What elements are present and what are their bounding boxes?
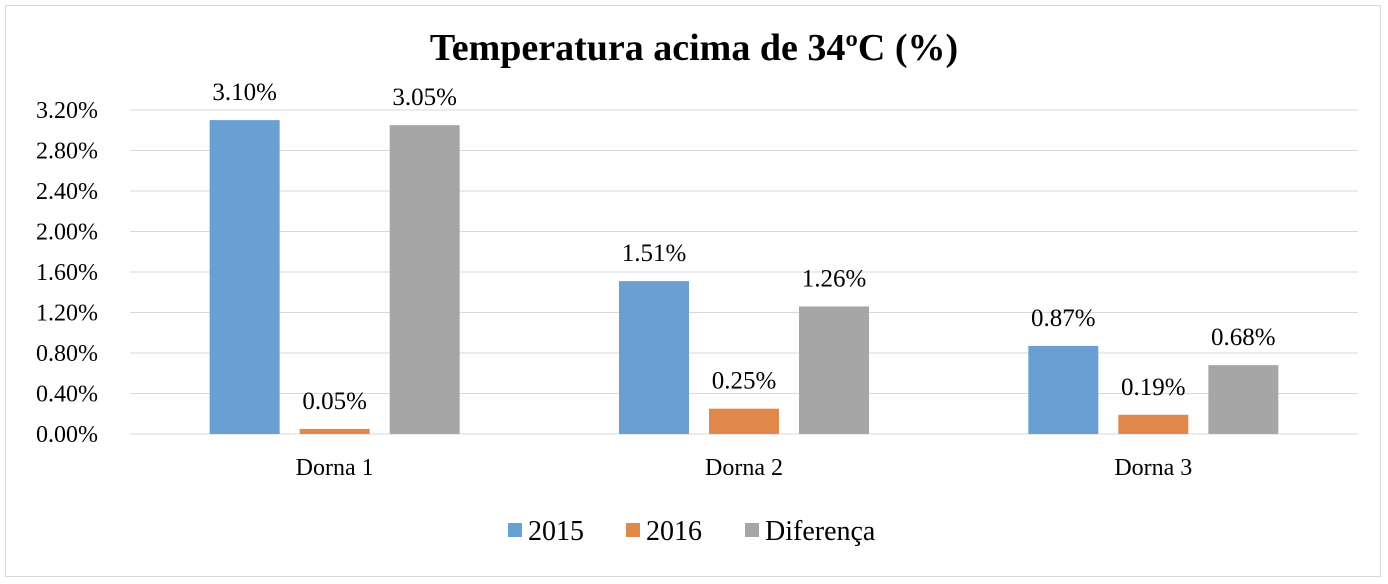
- legend-swatch: [745, 523, 759, 537]
- bar-2016-3: [1118, 414, 1189, 434]
- y-tick-label: 0.80%: [36, 341, 98, 367]
- data-label: 1.51%: [622, 240, 687, 267]
- data-label: 0.05%: [302, 388, 367, 415]
- legend: 2015 2016 Diferença: [508, 516, 876, 547]
- bar-diferen-a-3: [1208, 365, 1279, 434]
- x-axis-categories: Dorna 1 Dorna 2 Dorna 3: [296, 455, 1193, 481]
- bar-2015-3: [1028, 345, 1099, 434]
- legend-label: 2015: [528, 516, 584, 547]
- data-label: 0.87%: [1031, 305, 1096, 332]
- data-label: 0.19%: [1121, 374, 1186, 401]
- data-labels: 3.10% 0.05% 3.05% 1.51% 0.25% 1.26% 0.87% 0.19%…: [212, 79, 1275, 415]
- y-tick-label: 2.40%: [36, 179, 98, 205]
- bar-2015-1: [209, 120, 280, 434]
- bar-2016-2: [709, 408, 779, 434]
- y-tick-label: 0.40%: [36, 382, 98, 408]
- legend-label: Diferença: [765, 516, 876, 547]
- legend-label: 2016: [646, 516, 702, 547]
- y-tick-label: 1.20%: [36, 301, 98, 327]
- y-axis-ticks: 0.00% 0.40% 0.80% 1.20% 1.60% 2.00% 2.40% 2.80%…: [36, 98, 98, 448]
- y-tick-label: 3.20%: [36, 98, 98, 124]
- y-tick-label: 0.00%: [36, 422, 98, 448]
- legend-swatch: [626, 523, 640, 537]
- data-label: 3.10%: [212, 79, 277, 106]
- data-label: 0.25%: [712, 368, 777, 395]
- bar-2015-2: [619, 281, 689, 434]
- data-label: 1.26%: [802, 265, 867, 292]
- bar-diferen-a-2: [799, 306, 869, 434]
- bars: [209, 120, 1279, 434]
- bar-diferen-a-1: [389, 125, 460, 434]
- data-label: 3.05%: [392, 84, 457, 111]
- legend-swatch: [508, 523, 522, 537]
- category-label: Dorna 3: [1114, 455, 1192, 481]
- bar-2016-1: [299, 428, 370, 434]
- y-tick-label: 1.60%: [36, 260, 98, 286]
- chart-title: Temperatura acima de 34ºC (%): [430, 27, 958, 69]
- category-label: Dorna 2: [705, 455, 783, 481]
- category-label: Dorna 1: [296, 455, 374, 481]
- y-tick-label: 2.00%: [36, 220, 98, 246]
- y-tick-label: 2.80%: [36, 139, 98, 165]
- data-label: 0.68%: [1211, 324, 1276, 351]
